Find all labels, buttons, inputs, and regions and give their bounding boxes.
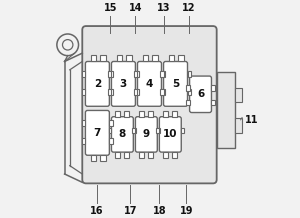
Text: 9: 9 xyxy=(143,129,150,139)
Bar xyxy=(169,55,174,61)
Bar xyxy=(140,152,144,158)
Bar xyxy=(161,71,165,77)
Bar xyxy=(161,89,165,95)
Bar xyxy=(160,89,164,95)
Bar xyxy=(140,111,144,117)
Bar xyxy=(163,111,168,117)
Bar xyxy=(163,152,168,158)
Bar xyxy=(82,89,85,95)
Bar xyxy=(178,55,184,61)
Text: 17: 17 xyxy=(124,206,137,216)
Text: 12: 12 xyxy=(182,3,195,12)
Text: 8: 8 xyxy=(119,129,126,139)
Bar xyxy=(110,71,113,77)
Bar xyxy=(157,128,159,133)
Bar xyxy=(188,71,191,77)
Bar xyxy=(135,71,139,77)
Text: 14: 14 xyxy=(129,3,142,12)
Bar xyxy=(91,55,96,61)
Bar xyxy=(133,128,135,133)
FancyBboxPatch shape xyxy=(137,61,161,106)
FancyBboxPatch shape xyxy=(164,61,188,106)
Bar xyxy=(186,100,190,105)
Bar xyxy=(235,118,242,133)
Bar xyxy=(100,155,106,162)
Bar xyxy=(110,138,113,144)
Bar xyxy=(108,71,112,77)
Bar xyxy=(188,89,191,95)
FancyBboxPatch shape xyxy=(159,117,181,152)
FancyBboxPatch shape xyxy=(82,26,217,183)
Text: 2: 2 xyxy=(94,79,101,89)
Bar xyxy=(82,138,85,144)
Text: 18: 18 xyxy=(153,206,166,216)
Bar xyxy=(109,128,112,133)
Bar xyxy=(152,55,158,61)
Bar xyxy=(108,89,112,95)
Text: 7: 7 xyxy=(94,128,101,138)
FancyBboxPatch shape xyxy=(85,61,109,106)
Text: 19: 19 xyxy=(180,206,193,216)
Bar xyxy=(126,55,132,61)
Bar xyxy=(148,152,153,158)
Text: 15: 15 xyxy=(104,3,117,12)
Bar xyxy=(181,128,184,133)
Text: 16: 16 xyxy=(90,206,104,216)
Text: 6: 6 xyxy=(197,89,204,99)
Bar xyxy=(117,55,122,61)
Bar xyxy=(172,111,177,117)
Bar xyxy=(134,71,137,77)
Bar xyxy=(212,85,215,91)
Bar xyxy=(110,120,113,126)
Bar xyxy=(172,152,177,158)
Bar xyxy=(116,111,120,117)
Text: 10: 10 xyxy=(163,129,178,139)
FancyBboxPatch shape xyxy=(190,76,211,112)
Bar xyxy=(100,55,106,61)
Bar xyxy=(124,111,129,117)
Bar xyxy=(217,72,235,148)
Bar xyxy=(91,155,96,162)
Bar xyxy=(157,128,160,133)
Bar xyxy=(116,152,120,158)
Bar xyxy=(82,71,85,77)
FancyBboxPatch shape xyxy=(85,111,109,155)
Bar xyxy=(110,89,113,95)
Bar xyxy=(148,111,153,117)
Bar xyxy=(135,89,139,95)
Bar xyxy=(133,128,136,133)
Bar xyxy=(235,88,242,102)
Bar xyxy=(186,85,190,91)
Bar xyxy=(124,152,129,158)
Bar xyxy=(160,71,164,77)
Bar xyxy=(143,55,148,61)
Text: 3: 3 xyxy=(120,79,127,89)
Text: 11: 11 xyxy=(245,115,258,125)
Bar xyxy=(82,120,85,126)
Bar xyxy=(212,100,215,105)
Text: 4: 4 xyxy=(146,79,153,89)
FancyBboxPatch shape xyxy=(135,117,157,152)
FancyBboxPatch shape xyxy=(112,117,133,152)
Text: 13: 13 xyxy=(157,3,170,12)
Text: 5: 5 xyxy=(172,79,179,89)
Bar xyxy=(134,89,137,95)
FancyBboxPatch shape xyxy=(112,61,135,106)
